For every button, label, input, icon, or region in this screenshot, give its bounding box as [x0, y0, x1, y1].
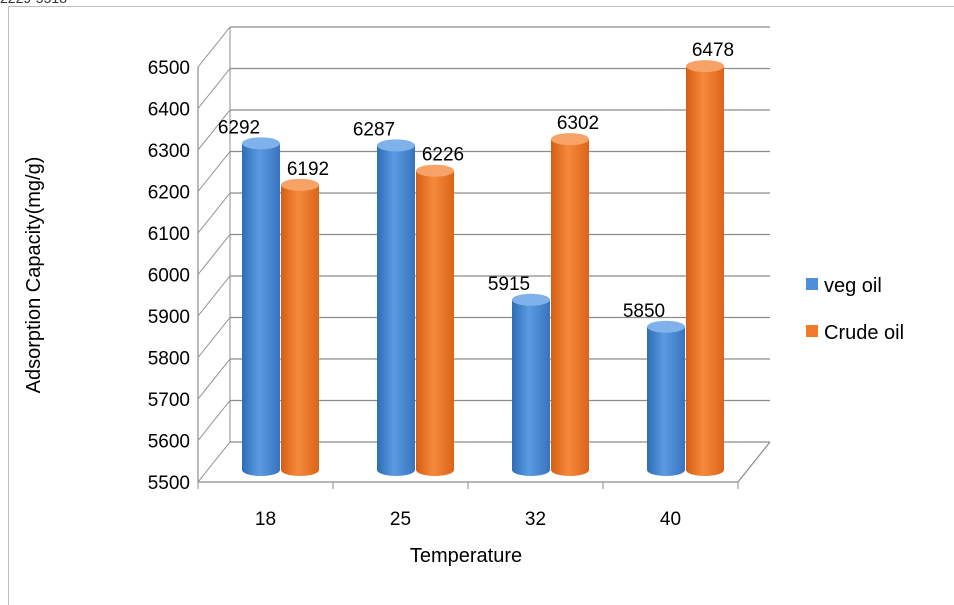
data-label: 6302 [557, 113, 599, 134]
y-axis-title: Adsorption Capacity(mg/g) [23, 157, 45, 394]
data-label: 5915 [488, 274, 530, 295]
y-tick-label: 5500 [148, 473, 190, 494]
legend-swatch-crude-oil [806, 325, 818, 337]
bar-1-1 [416, 164, 454, 476]
y-tick-label: 6000 [148, 266, 190, 287]
bar-0-0 [242, 137, 280, 476]
y-tick-label: 6300 [148, 141, 190, 162]
legend-swatch-veg-oil [806, 278, 818, 290]
header-text: 2229-5518 [0, 0, 67, 6]
bar-1-2 [551, 133, 589, 477]
data-labels: 6292 6192 6287 6226 5915 6302 5850 6478 [218, 40, 734, 322]
x-tick-label: 18 [255, 509, 276, 530]
bar-1-3 [686, 60, 724, 476]
data-label: 6226 [422, 145, 464, 166]
grid [197, 26, 770, 483]
bar-0-3 [647, 320, 685, 476]
y-tick-label: 5900 [148, 307, 190, 328]
legend-label-veg-oil: veg oil [824, 275, 882, 297]
y-tick-label: 5700 [148, 390, 190, 411]
data-label: 5850 [623, 301, 665, 322]
data-label: 6287 [353, 119, 395, 140]
x-tick-label: 32 [525, 509, 546, 530]
axes: 5500 5600 5700 5800 5900 6000 6100 6200 6300 6400… [148, 58, 771, 530]
data-label: 6192 [287, 159, 329, 180]
x-tick-label: 25 [390, 509, 411, 530]
chart-frame [8, 6, 954, 605]
x-tick-label: 40 [660, 509, 681, 530]
bars [242, 60, 724, 477]
bar-0-2 [512, 293, 550, 476]
y-tick-label: 6500 [148, 58, 190, 79]
data-label: 6292 [218, 117, 260, 138]
bar-1-0 [281, 178, 319, 476]
y-tick-label: 6400 [148, 100, 190, 121]
y-tick-label: 5800 [148, 349, 190, 370]
x-axis-title: Temperature [410, 545, 522, 567]
legend: veg oil Crude oil [806, 275, 904, 344]
y-tick-label: 6200 [148, 183, 190, 204]
data-label: 6478 [692, 40, 734, 61]
legend-label-crude-oil: Crude oil [824, 322, 904, 344]
y-tick-label: 5600 [148, 432, 190, 453]
y-tick-label: 6100 [148, 224, 190, 245]
bar-0-1 [377, 139, 415, 476]
